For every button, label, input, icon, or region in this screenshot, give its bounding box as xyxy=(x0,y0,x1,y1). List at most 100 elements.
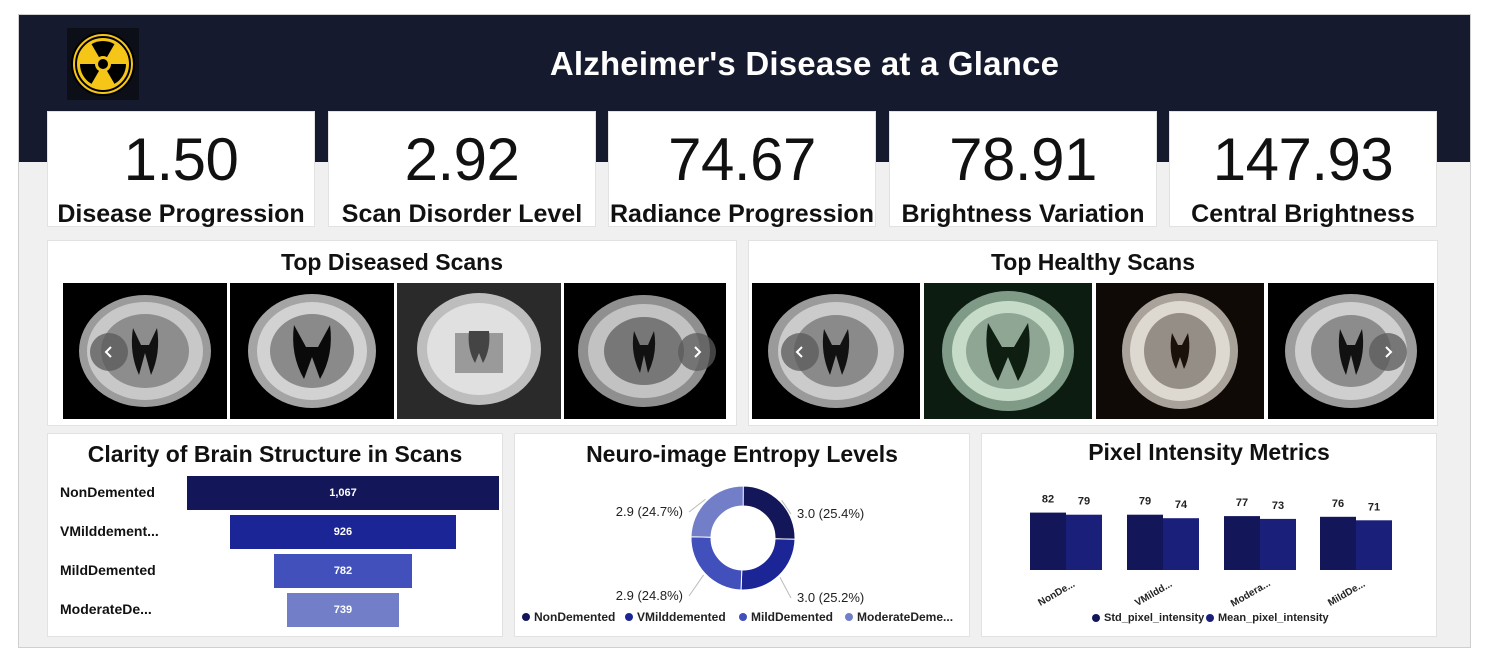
column-bar[interactable] xyxy=(1066,514,1102,570)
carousel-next-button[interactable] xyxy=(678,333,716,371)
scan-image[interactable] xyxy=(63,283,227,419)
kpi-value: 1.50 xyxy=(123,126,239,193)
donut-data-label: 3.0 (25.2%) xyxy=(797,590,864,605)
donut-leader-line xyxy=(688,498,706,513)
panel-title: Top Healthy Scans xyxy=(990,249,1196,275)
scan-image[interactable] xyxy=(397,283,561,419)
chevron-left-icon xyxy=(795,346,803,358)
donut-data-label: 3.0 (25.4%) xyxy=(797,506,864,521)
chevron-right-icon xyxy=(1385,346,1393,358)
kpi-value: 78.91 xyxy=(949,126,1097,193)
chevron-right-icon xyxy=(694,346,702,358)
entropy-chart-panel: Neuro-image Entropy Levels 3.0 (25.4%) 3.… xyxy=(514,433,970,637)
scan-image[interactable] xyxy=(752,283,920,419)
legend-item[interactable]: NonDemented xyxy=(522,610,615,624)
scan-image[interactable] xyxy=(564,283,726,419)
legend-item[interactable]: Mean_pixel_intensity xyxy=(1206,612,1329,624)
legend-item[interactable]: ModerateDeme... xyxy=(845,610,953,624)
x-tick-label: VMildd... xyxy=(1133,579,1174,609)
column-data-label: 74 xyxy=(1175,499,1188,511)
brain-scan-image xyxy=(248,294,376,408)
legend-label: ModerateDeme... xyxy=(857,610,954,624)
column-bar[interactable] xyxy=(1260,518,1296,570)
funnel-bar[interactable]: 926 xyxy=(229,515,457,549)
chart-title: Neuro-image Entropy Levels xyxy=(586,441,898,467)
donut-leader-line xyxy=(779,577,792,599)
x-tick-label: MildDe... xyxy=(1326,579,1367,609)
column-bar[interactable] xyxy=(1320,516,1356,570)
column-chart: 82 79 NonDe... 79 74 VMildd... 77 73 Modera... 76… xyxy=(1030,494,1392,610)
healthy-scans-panel: Top Healthy Scans xyxy=(748,240,1438,426)
kpi-label: Central Brightness xyxy=(1191,200,1415,228)
carousel-prev-button[interactable] xyxy=(90,333,128,371)
kpi-card-scan-disorder-level: 2.92 Scan Disorder Level xyxy=(328,111,596,228)
brain-scan-image xyxy=(417,293,541,405)
legend-item[interactable]: VMilddemented xyxy=(625,610,726,624)
legend-label: NonDemented xyxy=(534,610,616,624)
legend-marker xyxy=(845,613,853,621)
kpi-label: Radiance Progression xyxy=(610,200,874,228)
kpi-value: 74.67 xyxy=(668,126,816,193)
page-title: Alzheimer's Disease at a Glance xyxy=(549,45,1060,82)
column-bar[interactable] xyxy=(1224,516,1260,570)
chevron-left-icon xyxy=(104,346,112,358)
brain-scan-image xyxy=(79,295,211,407)
funnel-bar[interactable]: 782 xyxy=(273,554,413,588)
chart-title: Clarity of Brain Structure in Scans xyxy=(87,441,463,467)
dashboard-canvas: Alzheimer's Disease at a Glance 1.50 Dis… xyxy=(18,14,1471,648)
donut-slice[interactable] xyxy=(742,485,796,540)
carousel-next-button[interactable] xyxy=(1369,333,1407,371)
kpi-card-central-brightness: 147.93 Central Brightness xyxy=(1169,111,1437,228)
legend-marker xyxy=(1206,614,1214,622)
legend-marker xyxy=(739,613,747,621)
legend-label: VMilddemented xyxy=(637,610,726,624)
column-bar[interactable] xyxy=(1163,518,1199,570)
legend-label: MildDemented xyxy=(751,610,834,624)
donut-leader-line xyxy=(688,574,705,597)
column-data-label: 71 xyxy=(1368,501,1380,513)
column-data-label: 76 xyxy=(1332,498,1344,510)
funnel-category-label: NonDemented xyxy=(60,484,155,500)
legend-marker xyxy=(625,613,633,621)
legend-item[interactable]: Std_pixel_intensity xyxy=(1092,612,1204,624)
kpi-value: 2.92 xyxy=(404,126,520,193)
chart-title: Pixel Intensity Metrics xyxy=(1088,439,1330,465)
scan-image[interactable] xyxy=(924,283,1092,419)
column-data-label: 77 xyxy=(1236,497,1248,509)
column-bar[interactable] xyxy=(1356,520,1392,570)
carousel-prev-button[interactable] xyxy=(781,333,819,371)
donut-slice[interactable] xyxy=(690,485,744,538)
brain-scan-image xyxy=(1122,293,1238,409)
donut-chart: 3.0 (25.4%) 3.0 (25.2%) 2.9 (24.8%) 2.9 (24… xyxy=(616,485,864,605)
brain-scan-image xyxy=(942,291,1074,411)
kpi-card-disease-progression: 1.50 Disease Progression xyxy=(47,111,315,228)
donut-leader-line xyxy=(781,500,792,515)
diseased-scans-panel: Top Diseased Scans xyxy=(47,240,737,426)
legend-item[interactable]: MildDemented xyxy=(739,610,833,624)
funnel-bar[interactable]: 739 xyxy=(286,593,400,627)
panel-title: Top Diseased Scans xyxy=(281,249,503,275)
scan-image[interactable] xyxy=(1096,283,1264,419)
donut-data-label: 2.9 (24.8%) xyxy=(616,588,683,603)
column-bar[interactable] xyxy=(1127,514,1163,570)
column-data-label: 73 xyxy=(1272,500,1284,512)
column-data-label: 82 xyxy=(1042,494,1054,506)
scan-image[interactable] xyxy=(230,283,394,419)
logo xyxy=(67,28,139,100)
column-bar[interactable] xyxy=(1030,512,1066,570)
pixel-intensity-chart-panel: Pixel Intensity Metrics 82 79 NonDe... 79 74… xyxy=(981,433,1437,637)
legend-marker xyxy=(1092,614,1100,622)
brain-scan-image xyxy=(1285,294,1417,408)
column-data-label: 79 xyxy=(1139,496,1151,508)
kpi-card-brightness-variation: 78.91 Brightness Variation xyxy=(889,111,1157,228)
funnel-category-label: VMilddement... xyxy=(60,523,159,539)
scan-image[interactable] xyxy=(1268,283,1434,419)
kpi-label: Brightness Variation xyxy=(901,200,1145,228)
funnel-bar[interactable]: 1,067 xyxy=(187,476,499,510)
legend-marker xyxy=(522,613,530,621)
kpi-card-radiance-progression: 74.67 Radiance Progression xyxy=(608,111,876,228)
legend-label: Mean_pixel_intensity xyxy=(1218,612,1329,624)
brain-scan-image xyxy=(768,294,904,408)
donut-data-label: 2.9 (24.7%) xyxy=(616,504,683,519)
donut-slice[interactable] xyxy=(740,538,796,591)
